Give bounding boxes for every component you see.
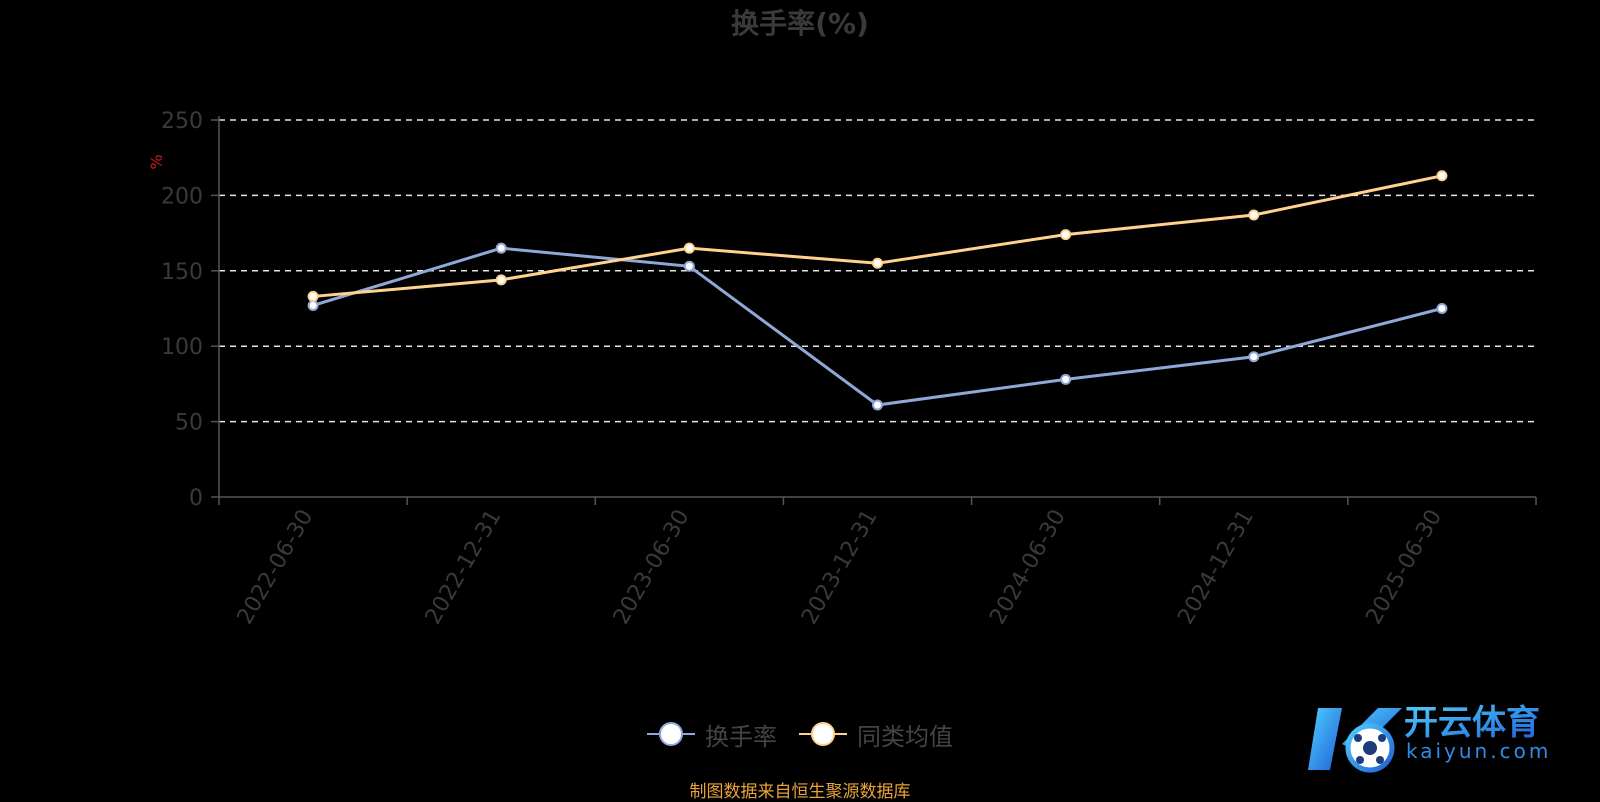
kaiyun-watermark-logo: 开云体育 kaiyun.com [1308, 703, 1551, 773]
data-point-0-3 [872, 399, 883, 411]
chart-title: 换手率(%) [731, 7, 869, 40]
data-point-1-0 [307, 290, 319, 302]
y-tick-label-0: 0 [189, 486, 203, 511]
data-point-1-3 [872, 257, 883, 269]
y-tick-label-4: 200 [161, 184, 203, 209]
y-axis-unit-label: % [147, 154, 166, 169]
data-point-0-2 [683, 260, 695, 272]
data-point-1-2 [683, 242, 695, 254]
x-tick-label-6: 2025-06-30 [1362, 506, 1448, 629]
x-tick-label-1: 2022-12-31 [421, 506, 507, 629]
legend-marker-peer-average [799, 722, 847, 746]
data-point-0-0 [307, 299, 319, 311]
y-tick-label-5: 250 [161, 109, 203, 134]
data-point-1-1 [495, 274, 507, 286]
x-tick-label-0: 2022-06-30 [233, 506, 319, 629]
legend-label-turnover: 换手率 [705, 722, 777, 751]
legend-item-turnover[interactable]: 换手率 [647, 717, 777, 752]
y-tick-label-2: 100 [161, 335, 203, 360]
series-layer [307, 170, 1448, 411]
soccer-ball-k-logo-icon [1308, 708, 1402, 773]
data-point-1-6 [1436, 170, 1448, 182]
data-point-0-1 [495, 242, 507, 254]
data-point-0-4 [1060, 373, 1072, 385]
legend: 换手率 同类均值 [0, 716, 1600, 752]
data-point-0-5 [1248, 351, 1260, 363]
watermark-brand: 开云体育 [1404, 703, 1540, 743]
watermark-domain: kaiyun.com [1406, 739, 1551, 763]
grid-lines [219, 119, 1536, 423]
axes [211, 116, 1537, 505]
x-tick-label-4: 2024-06-30 [985, 506, 1071, 629]
series-line-1 [312, 174, 1443, 298]
x-tick-label-2: 2023-06-30 [609, 506, 695, 629]
legend-item-peer-average[interactable]: 同类均值 [799, 717, 953, 752]
x-tick-labels: 2022-06-30 2022-12-31 2023-06-30 2023-12-31… [233, 506, 1447, 629]
series-line-0 [312, 246, 1443, 407]
data-point-1-4 [1060, 229, 1072, 241]
data-source-note: 制图数据来自恒生聚源数据库 [689, 782, 911, 802]
data-point-0-6 [1436, 303, 1448, 314]
data-point-1-5 [1248, 209, 1260, 221]
legend-label-peer-average: 同类均值 [857, 722, 953, 751]
x-tick-label-3: 2023-12-31 [797, 506, 883, 629]
x-tick-label-5: 2024-12-31 [1173, 506, 1259, 629]
y-tick-label-3: 150 [161, 260, 203, 285]
legend-marker-turnover [647, 722, 695, 746]
y-tick-label-1: 50 [175, 411, 203, 436]
y-tick-labels: 0 50 100 150 200 250 [161, 109, 203, 511]
